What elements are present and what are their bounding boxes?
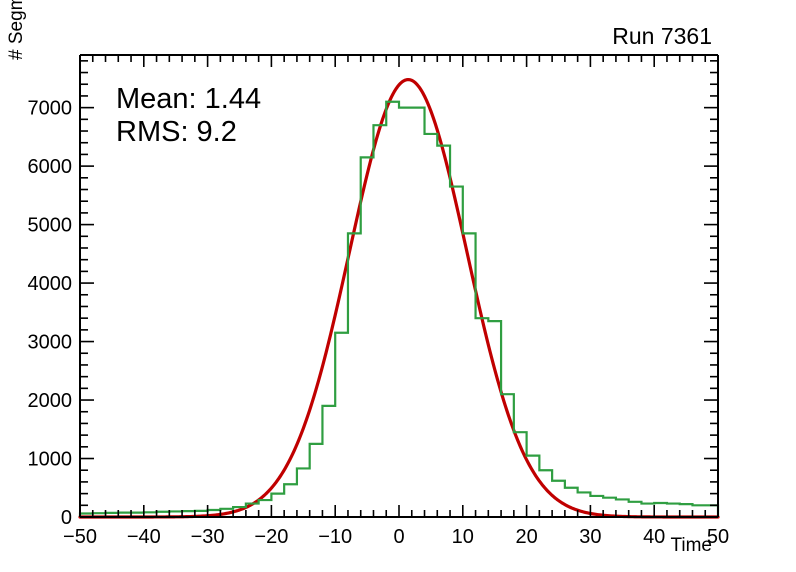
- y-axis-ticks: [80, 60, 718, 518]
- x-tick-label: 40: [643, 526, 665, 548]
- y-tick-label: 7000: [28, 98, 73, 120]
- y-tick-label: 1000: [28, 449, 73, 471]
- x-tick-label: 10: [452, 526, 474, 548]
- x-axis-title: Time: [670, 535, 712, 556]
- x-tick-label: 20: [515, 526, 537, 548]
- axes: −50 −40 −30 −20 −10 0 10 20 30 40 50 0 1000 2000 3000…: [28, 54, 729, 548]
- y-tick-label: 5000: [28, 215, 73, 237]
- x-tick-label: −40: [127, 526, 161, 548]
- y-tick-label: 0: [61, 507, 72, 529]
- stat-rms-label: RMS: 9.2: [116, 116, 237, 148]
- run-title: Run 7361: [612, 23, 712, 49]
- stat-mean-label: Mean: 1.44: [116, 83, 261, 115]
- x-tick-label: −50: [63, 526, 97, 548]
- y-tick-label: 6000: [28, 156, 73, 178]
- x-tick-label: 0: [393, 526, 404, 548]
- y-tick-label: 2000: [28, 390, 73, 412]
- x-tick-label: −10: [318, 526, 352, 548]
- x-tick-label: −20: [254, 526, 288, 548]
- x-axis-tick-labels: −50 −40 −30 −20 −10 0 10 20 30 40 50: [63, 526, 729, 548]
- y-tick-label: 4000: [28, 273, 73, 295]
- x-tick-label: 50: [707, 526, 729, 548]
- x-tick-label: 30: [579, 526, 601, 548]
- y-axis-title: # Segments: [6, 0, 27, 60]
- histogram-step-path: [78, 100, 720, 517]
- x-tick-label: −30: [191, 526, 225, 548]
- x-axis-ticks: [79, 55, 719, 517]
- y-tick-label: 3000: [28, 332, 73, 354]
- histogram-steps: [78, 100, 720, 517]
- y-axis-tick-labels: 0 1000 2000 3000 4000 5000 6000 7000: [28, 98, 73, 529]
